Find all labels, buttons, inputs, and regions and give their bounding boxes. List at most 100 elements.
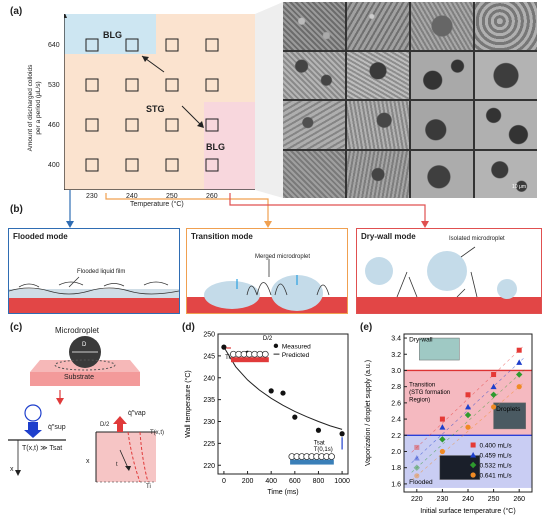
arrow-to-blg-right xyxy=(181,105,203,127)
x-tick-label: 600 xyxy=(289,478,301,485)
flooded-mode-title: Flooded mode xyxy=(13,232,68,241)
droplets-photo xyxy=(493,402,526,430)
panel-e-label: (e) xyxy=(360,322,373,333)
sample-box xyxy=(85,78,99,92)
sample-box xyxy=(205,38,219,52)
data-point xyxy=(516,384,522,390)
y-tick-label: 225 xyxy=(203,441,215,448)
pointer-line xyxy=(460,246,476,258)
stg-label: STG xyxy=(146,104,165,114)
measured-point xyxy=(315,427,322,433)
x-axis-label: Initial surface temperature (°C) xyxy=(420,507,515,515)
x-tick-label: 1000 xyxy=(334,478,350,485)
x-tick-label: 260 xyxy=(513,496,525,503)
sem-image xyxy=(411,51,473,99)
sem-image xyxy=(283,51,345,99)
sem-image xyxy=(347,150,409,198)
x-label-c-left: x xyxy=(10,466,14,473)
data-point xyxy=(464,411,472,419)
sample-box xyxy=(125,158,139,172)
sample-box xyxy=(125,78,139,92)
liquid-film xyxy=(9,289,179,298)
blg-right-label: BLG xyxy=(206,142,225,152)
sample-box xyxy=(85,38,99,52)
arrowhead xyxy=(197,121,204,128)
panel-b-connectors xyxy=(66,190,429,228)
t-i-label-c: Ti xyxy=(146,484,151,490)
arrowhead xyxy=(66,221,74,228)
data-point xyxy=(516,359,523,365)
dry-wall-mode-panel: Dry-wall mode Isolated microdroplet xyxy=(356,228,542,314)
merged-droplet xyxy=(204,281,260,309)
sem-image xyxy=(347,51,409,99)
trend-line xyxy=(411,369,525,473)
panel-a-svg xyxy=(61,11,275,193)
trend-line xyxy=(411,345,525,453)
merged-droplet xyxy=(271,275,323,311)
trend-line xyxy=(411,357,525,463)
transition-label-1: Transition xyxy=(409,383,435,389)
film-surface xyxy=(8,287,180,295)
legend-text: 0.532 mL/s xyxy=(480,463,513,470)
sem-image xyxy=(475,51,537,99)
y-tick-label: 3.0 xyxy=(391,368,401,375)
measured-point xyxy=(268,388,274,394)
scale-bar-label: 10 μm xyxy=(512,184,526,190)
y-tick-label: 1.6 xyxy=(391,481,401,488)
sample-box xyxy=(205,118,219,132)
measured-point xyxy=(280,390,286,396)
sem-image xyxy=(475,150,537,198)
transition-mode-title: Transition mode xyxy=(191,232,253,241)
connector-transition xyxy=(105,193,269,223)
sem-image xyxy=(283,2,345,50)
panel-c-diagram xyxy=(8,336,156,483)
panel-c-label: (c) xyxy=(10,322,23,333)
inset-heated-bar xyxy=(231,357,269,363)
y-axis-label: Wall temperature (°C) xyxy=(184,370,192,438)
legend-measured-text: Measured xyxy=(282,343,311,350)
temperature-profile xyxy=(127,431,141,483)
sem-image xyxy=(475,2,537,50)
flooded-film-label: Flooded liquid film xyxy=(77,269,126,275)
isolated-droplet-label: Isolated microdroplet xyxy=(449,236,505,242)
substrate-body xyxy=(30,372,140,386)
y-tick-label: 230 xyxy=(203,419,215,426)
inset-droplet xyxy=(261,350,269,358)
droplet-circle xyxy=(24,404,42,422)
panel-a-ylabel-line2: per a period (μL/s) xyxy=(35,81,42,135)
x-tick-label: 250 xyxy=(488,496,500,503)
x-axis-label: Time (ms) xyxy=(267,489,298,496)
plot-frame xyxy=(217,333,349,475)
data-point xyxy=(413,464,420,471)
legend-text: 0.641 mL/s xyxy=(480,473,513,480)
x-tick-label: 240 xyxy=(462,496,474,503)
sample-grid xyxy=(85,38,219,172)
trend-line xyxy=(411,381,525,481)
y-tick-label: 2.6 xyxy=(391,400,401,407)
data-point xyxy=(491,404,497,410)
merged-droplet-label: Merged microdroplet xyxy=(255,254,311,260)
y-tick-label: 3.4 xyxy=(391,336,401,343)
data-point xyxy=(490,391,497,398)
sample-box xyxy=(85,118,99,132)
panel-e-chart: 1.6 1.8 2.0 2.2 2.4 2.6 2.8 3.0 3.2 3.4 220 230 240 2… xyxy=(365,333,533,515)
sem-image xyxy=(411,2,473,50)
data-point xyxy=(439,436,446,443)
data-point xyxy=(516,347,522,353)
sample-box xyxy=(165,38,179,52)
legend-marker xyxy=(470,442,476,448)
transition-mode-panel: Transition mode Merged microdroplet xyxy=(186,228,348,314)
y-tick-label: 245 xyxy=(203,353,215,360)
ytick-400: 400 xyxy=(48,162,60,169)
sample-box xyxy=(165,158,179,172)
dry-wall-photo xyxy=(419,337,460,361)
data-point xyxy=(465,392,471,398)
sem-image xyxy=(347,101,409,149)
t-arrow xyxy=(119,449,129,469)
x-tick-label: 230 xyxy=(437,496,449,503)
half-d-label-d: D/2 xyxy=(263,336,273,342)
arrowhead xyxy=(56,398,64,405)
x-axis-arrow xyxy=(15,470,21,476)
legend-text: 0.400 mL/s xyxy=(480,443,513,450)
legend-marker xyxy=(470,472,476,478)
